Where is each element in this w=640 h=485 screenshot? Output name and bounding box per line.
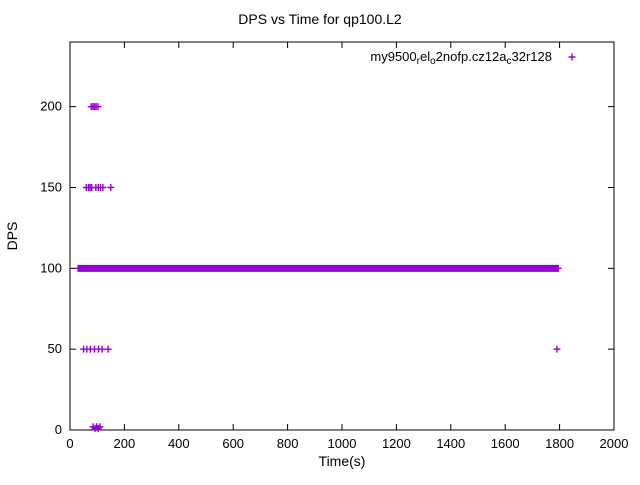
x-tick-label: 1000 [328,436,357,451]
x-tick-label: 1600 [491,436,520,451]
x-tick-label: 1200 [382,436,411,451]
y-tick-label: 50 [48,341,62,356]
y-tick-label: 100 [40,260,62,275]
x-tick-label: 0 [66,436,73,451]
y-axis-label: DPS [4,222,20,251]
data-band [74,264,562,272]
x-axis-label: Time(s) [319,453,366,469]
x-tick-label: 800 [277,436,299,451]
y-tick-label: 0 [55,422,62,437]
x-tick-label: 400 [168,436,190,451]
x-tick-label: 1400 [436,436,465,451]
plot-border [69,41,615,431]
x-tick-label: 1800 [545,436,574,451]
x-tick-label: 200 [114,436,136,451]
y-tick-label: 200 [40,99,62,114]
chart-title: DPS vs Time for qp100.L2 [238,11,402,27]
data-points [80,103,561,432]
x-tick-label: 600 [222,436,244,451]
x-tick-label: 2000 [600,436,629,451]
legend-label: my9500relo2nofp.cz12ac32r128 [370,49,552,67]
legend-sample-marker [568,53,576,61]
y-tick-label: 150 [40,180,62,195]
